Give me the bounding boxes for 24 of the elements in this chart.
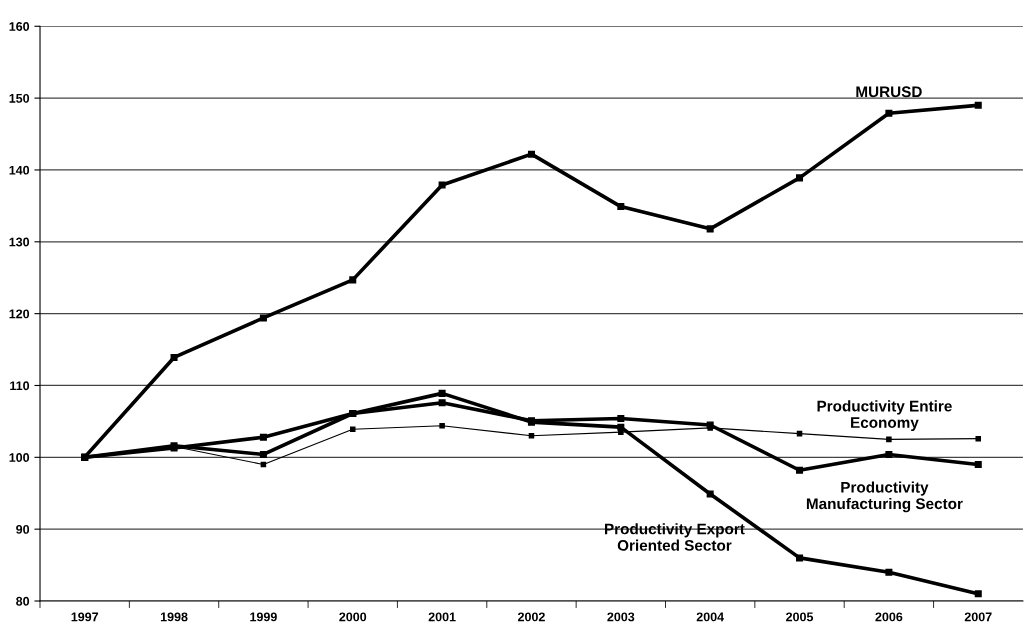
x-tick-label: 2002 (518, 612, 545, 622)
x-tick-label: 2007 (964, 612, 992, 622)
series-label: Productivity Entire Economy (817, 400, 952, 431)
y-tick-label: 130 (9, 237, 30, 247)
x-tick-label: 2003 (607, 612, 635, 622)
series-label: Productivity Export Oriented Sector (605, 523, 745, 551)
y-tick-label: 140 (9, 165, 30, 175)
series-label: Productivity Manufacturing Sector (806, 481, 963, 513)
y-tick-label: 160 (9, 22, 30, 31)
y-tick-label: 150 (9, 93, 30, 103)
x-tick-label: 2000 (339, 612, 367, 622)
y-tick-label: 110 (10, 381, 30, 391)
x-tick-label: 2001 (428, 612, 456, 622)
y-tick-label: 100 (9, 453, 30, 462)
series-label: MURUSD (856, 86, 922, 98)
x-tick-label: 2004 (696, 612, 725, 622)
y-tick-label: 80 (16, 596, 30, 606)
x-tick-label: 1998 (160, 612, 188, 622)
x-tick-label: 1999 (250, 612, 277, 622)
y-tick-label: 120 (9, 309, 30, 319)
x-tick-label: 2006 (875, 612, 903, 622)
x-tick-label: 2005 (786, 612, 814, 622)
y-tick-label: 90 (16, 524, 30, 534)
x-tick-label: 1997 (71, 612, 99, 622)
